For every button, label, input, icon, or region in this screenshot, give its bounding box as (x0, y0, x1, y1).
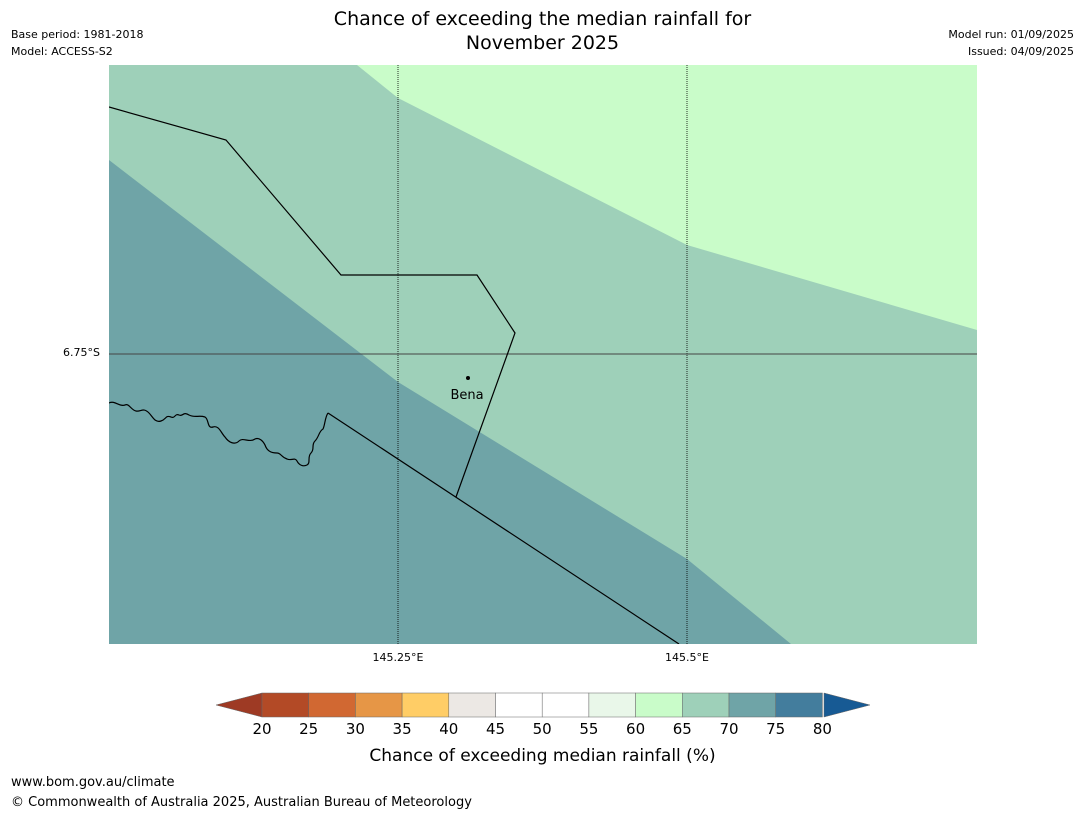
map-title-line-2: November 2025 (465, 32, 620, 54)
latitude-tick-6-75: 6.75°S (63, 346, 100, 359)
longitude-tick-145-5: 145.5°E (665, 651, 709, 664)
colorbar-tick-label: 20 (252, 720, 272, 738)
colorbar-cell (728, 692, 776, 718)
map-title: Chance of exceeding the median rainfall … (0, 7, 1085, 55)
colorbar-ticks: 20 25 30 35 40 45 50 55 60 65 70 75 80 (0, 719, 1085, 739)
colorbar-cell (308, 692, 356, 718)
model-text: Model: ACCESS-S2 (11, 45, 113, 58)
colorbar-over-arrow (823, 692, 871, 718)
colorbar-tick-label: 35 (392, 720, 412, 738)
zone-60-65 (357, 65, 977, 330)
colorbar-cell (401, 692, 450, 718)
colorbar-cell (448, 692, 496, 718)
colorbar-tick-label: 55 (579, 720, 599, 738)
town-label-bena: Bena (450, 388, 484, 403)
colorbar-cell (635, 692, 683, 718)
colorbar-cell (261, 692, 309, 718)
colorbar-cell (588, 692, 636, 718)
colorbar-tick-label: 80 (812, 720, 832, 738)
coastline (109, 401, 329, 467)
zone-70-75 (109, 160, 791, 644)
issued-text: Issued: 04/09/2025 (967, 45, 1074, 58)
colorbar-cell (541, 692, 590, 718)
colorbar-cell (355, 692, 403, 718)
colorbar-tick-label: 75 (766, 720, 786, 738)
colorbar-cell (775, 692, 823, 718)
colorbar-tick-label: 40 (439, 720, 459, 738)
colorbar-tick-label: 30 (345, 720, 365, 738)
footer-copyright: © Commonwealth of Australia 2025, Austra… (11, 795, 472, 810)
colorbar-tick-label: 50 (532, 720, 552, 738)
colorbar-tick-label: 70 (719, 720, 739, 738)
rainfall-map (109, 65, 977, 644)
longitude-tick-145-25: 145.25°E (372, 651, 424, 664)
colorbar-tick-label: 65 (672, 720, 692, 738)
colorbar-cell (682, 692, 730, 718)
province-boundary-south (327, 412, 680, 644)
colorbar-tick-label: 60 (626, 720, 646, 738)
colorbar-cell (495, 692, 543, 718)
base-period-text: Base period: 1981-2018 (11, 28, 144, 41)
footer-url: www.bom.gov.au/climate (11, 775, 175, 790)
metadata-left: Base period: 1981-2018 Model: ACCESS-S2 (11, 26, 143, 60)
colorbar-label: Chance of exceeding median rainfall (%) (369, 746, 716, 766)
province-boundary-north (109, 106, 516, 498)
colorbar (215, 692, 871, 718)
town-marker (466, 376, 470, 380)
model-run-text: Model run: 01/09/2025 (948, 28, 1074, 41)
metadata-right: Model run: 01/09/2025 Issued: 04/09/2025 (948, 26, 1074, 60)
colorbar-under-arrow (215, 692, 263, 718)
colorbar-tick-label: 45 (485, 720, 506, 738)
map-title-line-1: Chance of exceeding the median rainfall … (333, 8, 752, 30)
colorbar-tick-label: 25 (299, 720, 319, 738)
